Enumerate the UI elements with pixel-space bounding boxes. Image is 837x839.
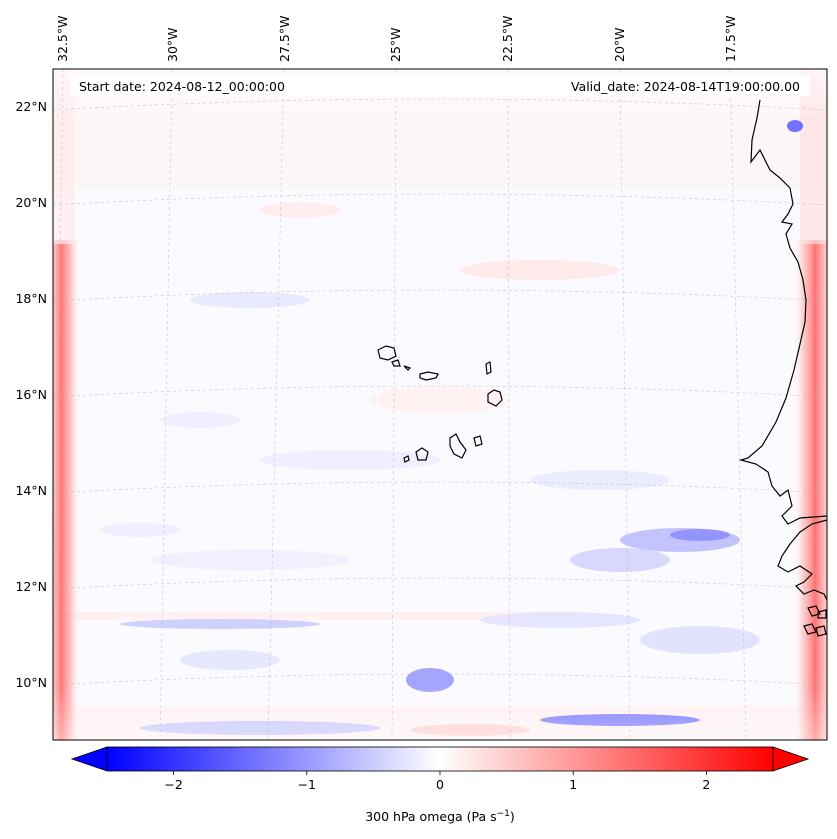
cape-verde-sal [485, 361, 492, 375]
lon-label-20w: 20°W [612, 27, 627, 62]
lon-label-32-5w: 32.5°W [55, 16, 70, 62]
info-box [70, 76, 810, 96]
colorbar-tick-label: −2 [164, 777, 182, 792]
lat-label-12n: 12°N [15, 579, 47, 594]
lon-label-25w: 25°W [388, 27, 403, 62]
colorbar-extend-min [70, 746, 108, 772]
latitude-labels: 22°N 20°N 18°N 16°N 14°N 12°N 10°N [15, 99, 47, 690]
gridlines [53, 69, 827, 740]
lon-label-17-5w: 17.5°W [723, 16, 738, 62]
cape-verde-boa-vista [487, 389, 503, 407]
parallel-22n [53, 98, 827, 111]
coastlines [377, 99, 827, 637]
colorbar-label: 300 hPa omega (Pa s−1) [365, 809, 515, 824]
parallel-14n [53, 481, 827, 494]
omega-field [53, 69, 827, 740]
lat-label-20n: 20°N [15, 195, 47, 210]
longitude-labels: 32.5°W 30°W 27.5°W 25°W 22.5°W 20°W 17.5… [55, 16, 738, 62]
cape-verde-santo-antao [377, 345, 397, 361]
bijagos-island-4 [815, 625, 827, 637]
lon-label-22-5w: 22.5°W [500, 16, 515, 62]
start-date-label: Start date: 2024-08-12_00:00:00 [79, 79, 285, 94]
lat-label-10n: 10°N [15, 675, 47, 690]
lat-label-16n: 16°N [15, 387, 47, 402]
meridian-20w [619, 69, 631, 740]
meridian-27-5w [267, 69, 285, 740]
meridian-32-5w [53, 69, 64, 740]
cape-verde-sao-vicente [391, 359, 401, 367]
lat-label-18n: 18°N [15, 291, 47, 306]
parallel-12n [53, 577, 827, 590]
colorbar-tick-label: −1 [298, 777, 316, 792]
lat-label-22n: 22°N [15, 99, 47, 114]
meridian-30w [159, 69, 173, 740]
parallel-16n [53, 385, 827, 398]
bijagos-island-2 [817, 609, 827, 619]
colorbar-label-close: ) [510, 809, 515, 824]
parallel-20n [53, 193, 827, 206]
bijagos-island-1 [807, 605, 821, 617]
lat-label-14n: 14°N [15, 483, 47, 498]
meridian-17-5w [729, 69, 747, 740]
cape-verde-fogo [415, 447, 429, 461]
parallel-18n [53, 289, 827, 302]
parallel-10n [53, 673, 827, 686]
colorbar-tick-label: 2 [702, 777, 710, 792]
colorbar-label-main: 300 hPa omega (Pa s [365, 809, 496, 824]
colorbar: −2 −1 0 1 2 300 hPa omega (Pa s−1) [70, 746, 810, 824]
colorbar-tick-label: 0 [436, 777, 444, 792]
colorbar-label-exp: −1 [497, 809, 510, 819]
cape-verde-maio [473, 435, 483, 447]
meridian-22-5w [507, 69, 511, 740]
africa-coastline [738, 99, 827, 525]
colorbar-body [106, 746, 774, 772]
guinea-bissau-coast [777, 519, 827, 601]
valid-date-label: Valid_date: 2024-08-14T19:00:00.00 [571, 79, 800, 94]
colorbar-tick-label: 1 [569, 777, 577, 792]
lon-label-27-5w: 27.5°W [277, 16, 292, 62]
lon-label-30w: 30°W [165, 27, 180, 62]
cape-verde-sao-nicolau [419, 371, 439, 381]
cape-verde-santa-luzia [403, 365, 412, 371]
colorbar-ticks: −2 −1 0 1 2 [164, 771, 710, 792]
bijagos-island-3 [803, 623, 817, 635]
map-frame [52, 68, 828, 741]
colorbar-extend-max [772, 746, 810, 772]
cape-verde-santiago [449, 433, 467, 459]
meridian-25w [391, 69, 397, 740]
cape-verde-brava [403, 455, 410, 463]
